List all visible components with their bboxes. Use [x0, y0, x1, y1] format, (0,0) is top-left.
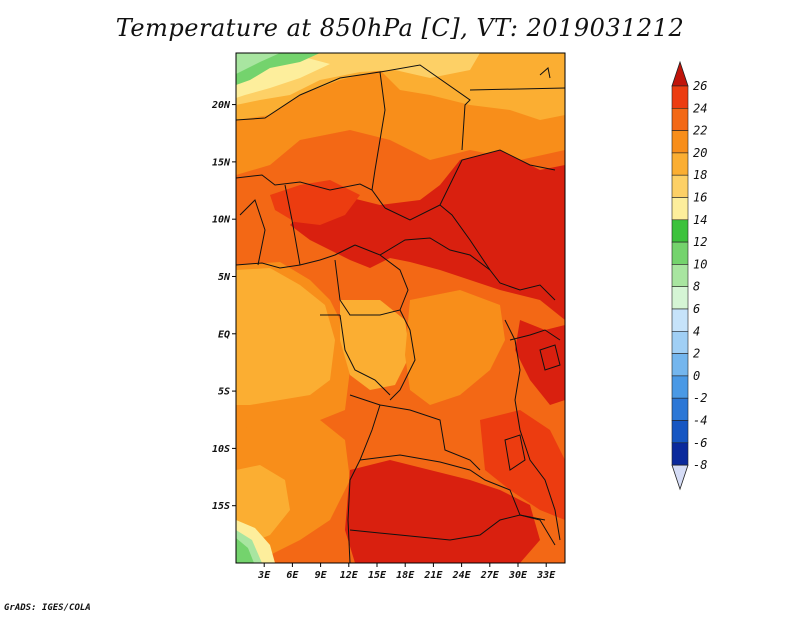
- colorbar-label: 2: [693, 347, 700, 361]
- colorbar-swatch: [671, 420, 689, 444]
- colorbar-swatch: [671, 308, 689, 332]
- colorbar-swatch: [671, 264, 689, 287]
- field-congo-18: [340, 300, 410, 390]
- colorbar-label: 18: [693, 168, 707, 182]
- colorbar-label: 12: [693, 235, 707, 249]
- colorbar-swatch: [671, 85, 689, 109]
- border-line: [519, 514, 546, 521]
- longitude-axis: 3E 6E 9E 12E 15E 18E 21E 24E 27E 30E 33E: [257, 563, 556, 581]
- lat-tick-label: 10S: [212, 444, 230, 455]
- field-southeast-24: [480, 410, 565, 520]
- field-south-12: [236, 538, 254, 563]
- colorbar-label: 24: [693, 101, 707, 115]
- field-hot-core: [270, 180, 360, 225]
- colorbar-label: 6: [693, 302, 700, 316]
- chart-title: Temperature at 850hPa [C], VT: 201903121…: [115, 14, 685, 42]
- colorbar-swatch: [671, 219, 689, 243]
- field-south-hot: [345, 460, 540, 563]
- field-west-18: [236, 268, 335, 405]
- colorbar-label: -6: [693, 436, 707, 450]
- border-line: [239, 199, 266, 266]
- border-line: [384, 149, 556, 221]
- colorbar-label: 0: [693, 369, 700, 383]
- lat-tick-label: 20N: [211, 100, 231, 111]
- colorbar-over-arrow: [671, 60, 689, 87]
- border-line: [359, 454, 521, 516]
- lon-tick-label: 15E: [368, 570, 387, 581]
- colorbar-swatch: [671, 108, 689, 131]
- lat-tick-label: EQ: [218, 329, 230, 340]
- colorbar-label: 16: [693, 191, 707, 205]
- lon-tick-label: 24E: [452, 570, 472, 581]
- lat-tick-label: 5S: [218, 387, 230, 398]
- colorbar-swatch: [671, 152, 689, 176]
- latitude-axis: 20N 15N 10N 5N EQ 5S 10S 15S: [211, 100, 236, 512]
- field-east-hot: [515, 320, 565, 405]
- colorbar-swatch: [671, 442, 689, 466]
- lon-tick-label: 33E: [536, 570, 556, 581]
- lon-tick-label: 3E: [257, 570, 271, 581]
- border-line: [509, 329, 561, 341]
- lon-tick-label: 27E: [480, 570, 500, 581]
- colorbar-label: 26: [693, 79, 707, 93]
- border-line: [334, 254, 409, 316]
- colorbar-swatch: [671, 241, 689, 265]
- colorbar-label: 22: [693, 124, 707, 138]
- lat-tick-label: 15N: [212, 157, 231, 168]
- colorbar-swatch: [671, 397, 689, 421]
- lon-tick-label: 21E: [423, 570, 443, 581]
- country-borders: [236, 64, 565, 563]
- border-line: [339, 314, 391, 396]
- colorbar-label: 14: [693, 213, 707, 227]
- border-line: [349, 514, 556, 546]
- border-line: [469, 87, 565, 91]
- colorbar-swatch: [671, 375, 689, 399]
- border-line: [284, 184, 301, 266]
- colorbar-swatch: [671, 197, 689, 221]
- border-line: [539, 67, 551, 79]
- border-line: [539, 344, 561, 371]
- border-line: [504, 319, 561, 541]
- border-line: [379, 64, 471, 151]
- border-line: [504, 434, 526, 471]
- colorbar-swatch: [671, 286, 689, 310]
- colorbar-swatch: [671, 174, 689, 198]
- lon-tick-label: 30E: [508, 570, 528, 581]
- colorbar-label: -4: [693, 414, 707, 428]
- grads-credit: GrADS: IGES/COLA: [4, 603, 91, 613]
- field-central-20: [405, 290, 505, 405]
- border-line: [389, 309, 416, 401]
- colorbar-label: 8: [693, 280, 700, 294]
- field-north-10: [236, 53, 280, 74]
- colorbar-label: 4: [693, 324, 700, 338]
- border-line: [236, 174, 386, 209]
- lon-tick-label: 18E: [396, 570, 415, 581]
- colorbar-swatch: [671, 130, 689, 154]
- lat-tick-label: 10N: [212, 215, 231, 226]
- colorbar-label: 20: [693, 146, 707, 160]
- border-line: [347, 404, 381, 563]
- colorbar-label: -2: [693, 391, 707, 405]
- colorbar-under-arrow: [671, 464, 689, 491]
- lon-tick-label: 9E: [315, 570, 328, 581]
- colorbar-label: 10: [693, 257, 707, 271]
- border-line: [439, 204, 556, 301]
- lat-tick-label: 15S: [212, 501, 230, 512]
- colorbar-swatch: [671, 330, 689, 354]
- colorbar-swatch: [671, 353, 689, 377]
- map-frame: [235, 52, 566, 564]
- lon-tick-label: 12E: [340, 570, 359, 581]
- lon-tick-label: 6E: [286, 570, 299, 581]
- colorbar-label: -8: [693, 458, 707, 472]
- lat-tick-label: 5N: [218, 272, 231, 283]
